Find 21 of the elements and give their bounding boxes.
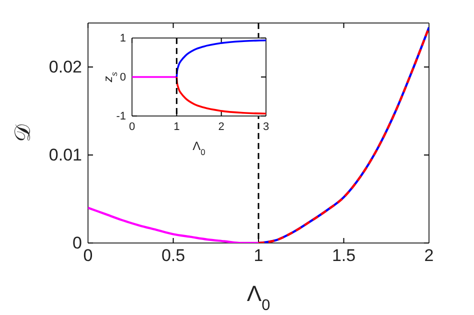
x-tick-label: 1.5 — [332, 246, 356, 266]
x-axis-title: Λ$_{0}$ — [246, 281, 270, 314]
line-series — [88, 206, 260, 243]
x-tick-label: 1 — [254, 246, 264, 266]
x-tick-label: 2 — [218, 120, 224, 133]
y-tick-label: 0 — [72, 233, 82, 252]
x-tick-label: 1 — [174, 120, 180, 133]
line-series — [257, 26, 429, 243]
y-tick-label: 0.02 — [48, 57, 82, 76]
x-tick-label: 2 — [424, 246, 434, 266]
x-tick-label: 0.5 — [161, 246, 186, 266]
x-tick-label: 0 — [128, 120, 136, 133]
y-tick-label: 0.01 — [48, 145, 82, 164]
x-tick-label: 3 — [262, 120, 270, 133]
y-tick-label: -1 — [116, 110, 126, 123]
line-series — [176, 76, 266, 115]
line-series — [176, 39, 266, 78]
y-axis-title: 𝒟 — [10, 124, 35, 142]
y-tick-label: 1 — [120, 32, 126, 45]
x-axis-title: Λ$_{0}$ — [192, 139, 206, 157]
y-tick-label: 0 — [120, 72, 126, 84]
